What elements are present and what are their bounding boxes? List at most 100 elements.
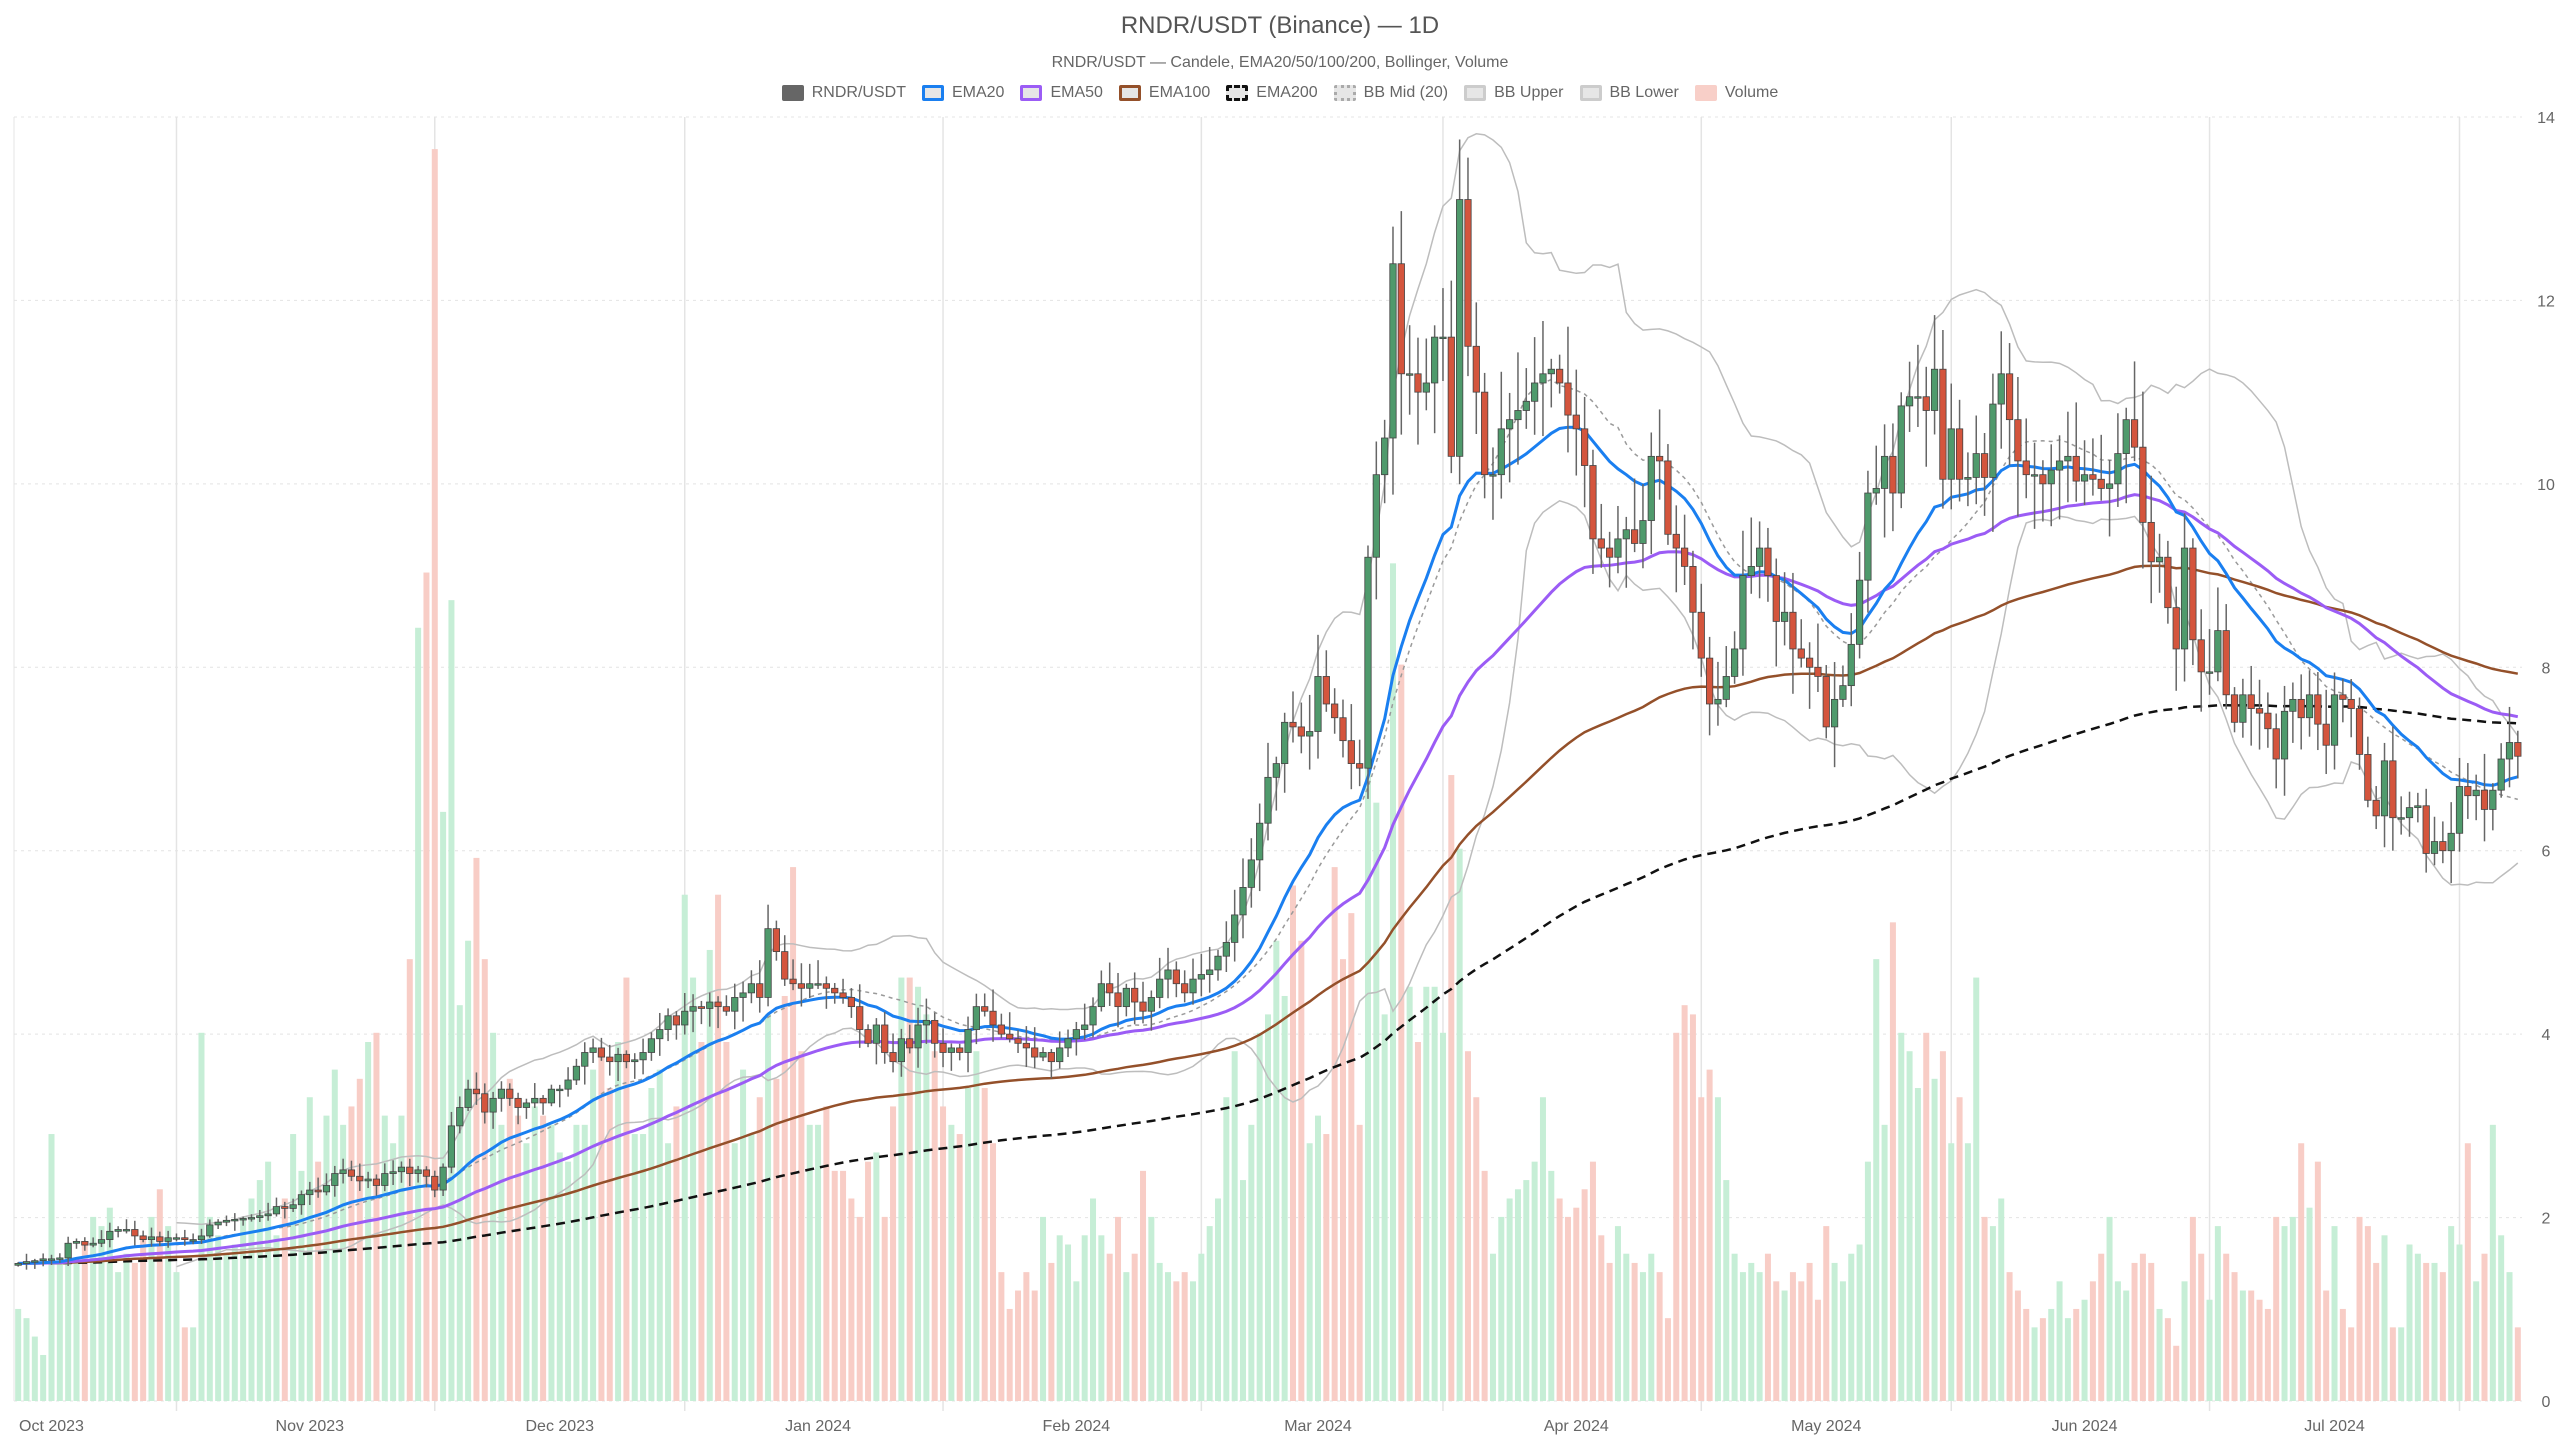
volume-bar (481, 959, 488, 1401)
candle-body (2314, 694, 2322, 725)
candle-body (2305, 694, 2314, 719)
volume-bar (1773, 1281, 1780, 1401)
volume-bar (315, 1161, 322, 1401)
candle-body (1739, 575, 1747, 650)
candle-body (564, 1079, 572, 1090)
candle-body (1830, 698, 1839, 728)
volume-bar (448, 600, 455, 1401)
legend-item[interactable]: Volume (1694, 84, 1778, 102)
candle-body (439, 1166, 447, 1191)
candle-body (1339, 717, 1347, 742)
candle-body (1131, 987, 1139, 1003)
x-tick-label: Apr 2024 (1544, 1418, 1609, 1435)
volume-bar (1756, 1272, 1763, 1401)
volume-bar (1023, 1272, 1030, 1401)
candle-body (506, 1088, 514, 1099)
candle-body (389, 1171, 397, 1174)
candle-body (1872, 488, 1880, 494)
volume-bar (940, 1106, 947, 1401)
volume-bar (48, 1134, 55, 1401)
legend-item[interactable]: EMA50 (1020, 84, 1103, 102)
volume-bar (573, 1124, 580, 1401)
candle-body (2464, 786, 2472, 797)
volume-bar (1389, 563, 1396, 1401)
volume-bar (1623, 1253, 1630, 1401)
candle-body (1239, 887, 1247, 916)
candle-body (289, 1204, 297, 1209)
candle-body (472, 1088, 481, 1095)
candle-body (1764, 547, 1772, 576)
volume-bar (2339, 1308, 2346, 1401)
volume-bar (865, 1161, 872, 1401)
candle-body (172, 1237, 181, 1240)
candle-body (1706, 657, 1714, 705)
candle-body (1064, 1038, 1072, 1049)
volume-bar (1123, 1272, 1130, 1401)
candle-body (1256, 822, 1264, 861)
volume-bar (1240, 1180, 1247, 1401)
candle-body (2347, 698, 2355, 709)
candle-body (281, 1206, 289, 1209)
legend-item[interactable]: EMA100 (1118, 84, 1210, 102)
legend-swatch-icon (1020, 85, 1043, 101)
volume-bar (1073, 1281, 1080, 1401)
candle-body (1939, 368, 1947, 480)
volume-bar (623, 977, 630, 1401)
volume-bar (840, 1170, 847, 1401)
candle-body (372, 1178, 381, 1186)
volume-bar (1806, 1262, 1813, 1401)
volume-bar (1573, 1207, 1580, 1401)
volume-bar (2514, 1327, 2521, 1401)
candle-body (14, 1263, 22, 1266)
candle-body (656, 1029, 664, 1040)
volume-bar (1173, 1281, 1180, 1401)
legend-item[interactable]: EMA20 (921, 84, 1004, 102)
volume-bar (490, 1032, 497, 1401)
candle-body (556, 1088, 564, 1092)
volume-bar (1564, 1216, 1571, 1401)
legend-swatch-icon (1464, 85, 1487, 101)
legend-item[interactable]: EMA200 (1226, 84, 1318, 102)
volume-bar (115, 1272, 122, 1401)
y-tick-label: 14 (2537, 110, 2555, 127)
candle-body (2489, 789, 2497, 810)
candle-body (1531, 382, 1539, 402)
legend-label: EMA50 (1050, 84, 1103, 101)
volume-bar (2398, 1327, 2405, 1401)
candle-body (1731, 648, 1739, 677)
volume-bar (331, 1069, 338, 1401)
volume-bar (515, 1115, 522, 1401)
candle-body (1422, 382, 1430, 393)
volume-bar (306, 1097, 313, 1401)
candle-body (2480, 789, 2489, 810)
candle-body (572, 1065, 581, 1081)
candle-body (2272, 728, 2280, 760)
volume-bar (2006, 1272, 2013, 1401)
volume-bar (73, 1262, 80, 1401)
candle-body (1889, 455, 1897, 494)
volume-bar (265, 1161, 272, 1401)
legend-item[interactable]: RNDR/USDT (781, 84, 906, 102)
volume-bar (1523, 1180, 1530, 1401)
candle-body (589, 1047, 597, 1053)
candle-body (1381, 437, 1389, 476)
volume-bar (1165, 1272, 1172, 1401)
candle-body (1855, 579, 1864, 645)
legend-item[interactable]: BB Upper (1464, 84, 1564, 102)
volume-bar (806, 1124, 813, 1401)
legend-item[interactable]: BB Lower (1579, 84, 1679, 102)
candle-body (847, 997, 855, 1008)
ema50-line (18, 493, 2519, 1265)
candle-body (2089, 474, 2097, 480)
volume-bar (965, 1088, 972, 1401)
volume-bar (1889, 922, 1896, 1401)
volume-bar (1323, 1134, 1330, 1401)
x-tick-label: Nov 2023 (276, 1418, 345, 1435)
volume-bar (1673, 1032, 1680, 1401)
volume-bar (1148, 1216, 1155, 1401)
candle-body (1181, 983, 1189, 994)
candle-body (39, 1258, 47, 1262)
volume-bar (1331, 867, 1338, 1401)
candle-body (497, 1088, 506, 1099)
legend-item[interactable]: BB Mid (20) (1333, 84, 1448, 102)
